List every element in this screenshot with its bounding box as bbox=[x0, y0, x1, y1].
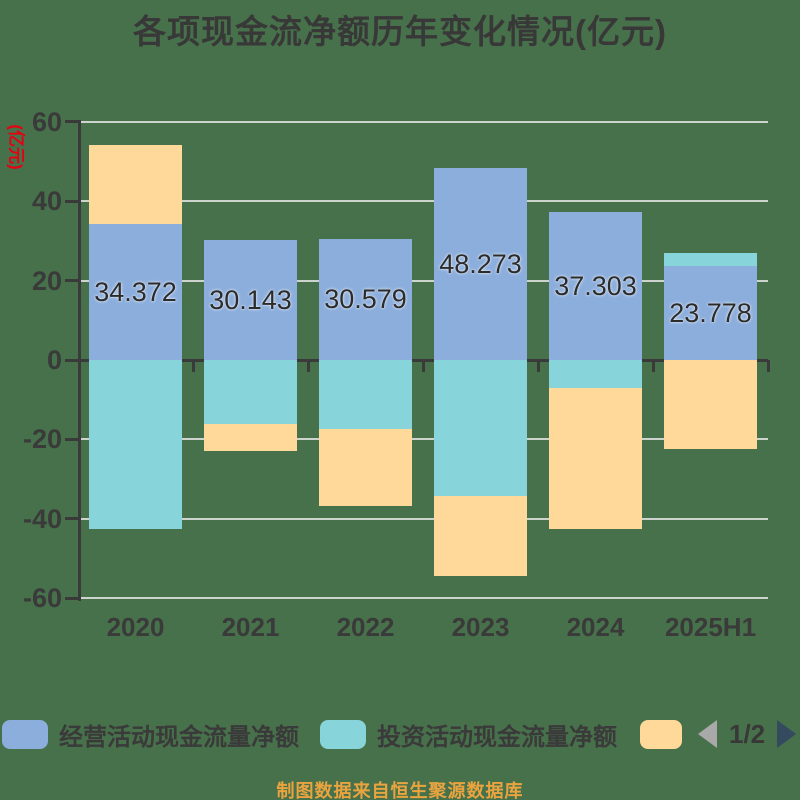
data-source-caption: 制图数据来自恒生聚源数据库 bbox=[276, 781, 524, 801]
y-tick-mark bbox=[65, 596, 78, 600]
y-tick-label: 60 bbox=[31, 106, 62, 137]
legend-item-clipped[interactable] bbox=[640, 718, 693, 750]
y-tick-mark bbox=[65, 517, 78, 521]
x-axis-tick bbox=[651, 360, 655, 372]
bar-segment[interactable] bbox=[664, 360, 757, 449]
x-axis-tick bbox=[421, 360, 425, 372]
legend-prev-icon[interactable] bbox=[698, 720, 717, 748]
y-tick-label: 40 bbox=[31, 186, 62, 217]
y-tick-mark bbox=[65, 279, 78, 283]
y-tick-label: 20 bbox=[31, 265, 62, 296]
y-tick-mark bbox=[65, 120, 78, 124]
x-axis-label: 2022 bbox=[336, 612, 395, 642]
bar-segment[interactable] bbox=[434, 168, 527, 360]
chart-title: 各项现金流净额历年变化情况(亿元) bbox=[133, 13, 667, 50]
grid-line bbox=[78, 200, 768, 203]
bar-segment[interactable] bbox=[319, 238, 412, 360]
value-label: 30.579 bbox=[324, 284, 407, 315]
bar-segment[interactable] bbox=[664, 252, 757, 266]
x-axis-label: 2024 bbox=[566, 612, 625, 642]
bar-segment[interactable] bbox=[89, 360, 182, 529]
y-tick-mark bbox=[65, 358, 78, 362]
legend-swatch-investing bbox=[320, 719, 366, 749]
legend-label-operating: 经营活动现金流量净额 bbox=[59, 723, 299, 751]
x-axis-tick bbox=[306, 360, 310, 372]
bar-segment[interactable] bbox=[549, 387, 642, 529]
bar-segment[interactable] bbox=[549, 360, 642, 388]
x-axis-tick bbox=[536, 360, 540, 372]
grid-line bbox=[78, 517, 768, 520]
value-label: 37.303 bbox=[554, 270, 637, 301]
legend-swatch-operating bbox=[2, 719, 48, 749]
grid-line bbox=[78, 120, 768, 123]
bar-segment[interactable] bbox=[434, 496, 527, 576]
legend-label-investing: 投资活动现金流量净额 bbox=[377, 723, 617, 751]
bar-segment[interactable] bbox=[664, 265, 757, 360]
value-label: 48.273 bbox=[439, 249, 522, 280]
value-label: 23.778 bbox=[669, 297, 752, 328]
y-tick-label: -40 bbox=[22, 503, 62, 534]
value-label: 34.372 bbox=[94, 276, 177, 307]
y-tick-label: -60 bbox=[22, 583, 62, 614]
x-axis-tick bbox=[766, 360, 770, 372]
bar-segment[interactable] bbox=[319, 429, 412, 506]
y-tick-mark bbox=[65, 437, 78, 441]
legend-page-indicator: 1/2 bbox=[729, 718, 766, 749]
x-axis-label: 2025H1 bbox=[664, 612, 757, 642]
bar-segment[interactable] bbox=[319, 360, 412, 430]
legend-next-icon[interactable] bbox=[777, 720, 797, 748]
value-label: 30.143 bbox=[209, 285, 292, 316]
legend-pager: 1/2 bbox=[698, 718, 797, 750]
x-axis-tick bbox=[191, 360, 195, 372]
legend: 经营活动现金流量净额 投资活动现金流量净额 1/2 bbox=[0, 718, 800, 752]
bar-segment[interactable] bbox=[204, 423, 297, 452]
y-axis-line bbox=[78, 120, 81, 601]
x-axis-label: 2021 bbox=[221, 612, 280, 642]
bar-segment[interactable] bbox=[434, 360, 527, 497]
bar-segment[interactable] bbox=[89, 144, 182, 224]
legend-swatch-clipped bbox=[640, 719, 682, 749]
legend-item-operating[interactable]: 经营活动现金流量净额 bbox=[2, 718, 299, 751]
bar-segment[interactable] bbox=[204, 240, 297, 360]
y-tick-label: 0 bbox=[46, 345, 62, 375]
grid-line bbox=[78, 597, 768, 600]
grid-line bbox=[78, 438, 768, 441]
bar-segment[interactable] bbox=[204, 360, 297, 424]
grid-line bbox=[78, 279, 768, 282]
x-axis-label: 2023 bbox=[451, 612, 510, 642]
y-tick-mark bbox=[65, 199, 78, 203]
bar-segment[interactable] bbox=[549, 211, 642, 360]
x-axis-label: 2020 bbox=[106, 612, 165, 642]
y-tick-label: -20 bbox=[22, 424, 62, 455]
legend-item-investing[interactable]: 投资活动现金流量净额 bbox=[320, 718, 617, 751]
bar-segment[interactable] bbox=[89, 223, 182, 360]
